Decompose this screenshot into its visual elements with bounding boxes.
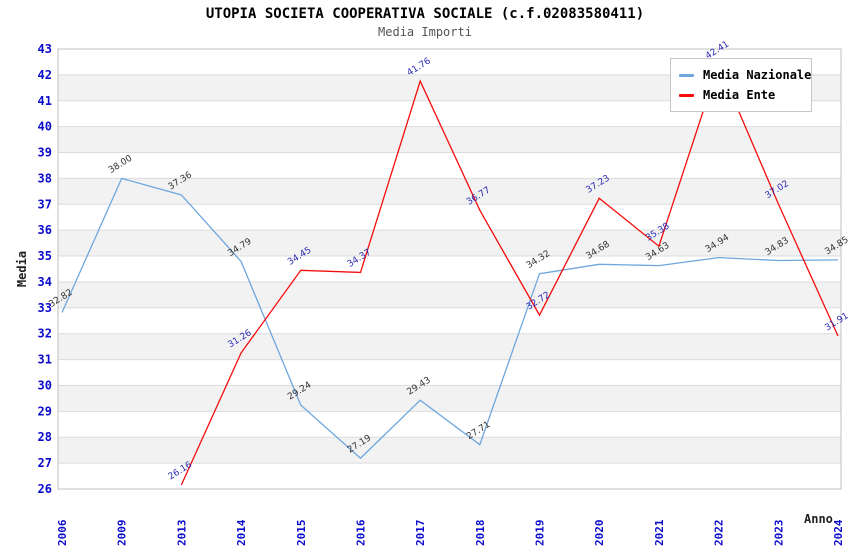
grid-band — [58, 333, 841, 360]
y-tick-label: 31 — [38, 353, 52, 367]
grid-band — [58, 281, 841, 308]
data-label-media-ente: 31.91 — [823, 311, 850, 333]
y-tick-label: 43 — [38, 42, 52, 56]
chart-title: UTOPIA SOCIETA COOPERATIVA SOCIALE (c.f.… — [205, 6, 645, 22]
grid-band — [58, 437, 841, 464]
y-tick-label: 39 — [38, 146, 52, 160]
y-tick-label: 32 — [38, 327, 52, 341]
x-tick-label: 2024 — [832, 519, 845, 546]
x-tick-label: 2017 — [414, 520, 427, 547]
y-tick-label: 29 — [38, 404, 52, 418]
y-tick-label: 28 — [38, 430, 52, 444]
y-tick-label: 26 — [38, 482, 52, 496]
legend-item-media-ente: Media Ente — [679, 85, 803, 105]
y-tick-label: 42 — [38, 68, 52, 82]
x-tick-label: 2023 — [772, 520, 785, 547]
legend-label: Media Nazionale — [703, 68, 812, 82]
x-tick-label: 2013 — [175, 520, 188, 547]
x-tick-label: 2006 — [56, 519, 69, 546]
x-tick-label: 2020 — [593, 520, 606, 547]
x-tick-label: 2016 — [354, 519, 367, 546]
x-tick-label: 2022 — [713, 520, 726, 547]
y-tick-label: 38 — [38, 171, 52, 185]
grid-band — [58, 178, 841, 205]
x-axis-title: Anno — [804, 512, 833, 526]
y-tick-label: 34 — [38, 275, 52, 289]
y-tick-label: 36 — [38, 223, 52, 237]
plot-border — [57, 48, 842, 490]
chart-subtitle: Media Importi — [378, 25, 472, 39]
x-tick-label: 2019 — [534, 520, 547, 547]
grid-band — [58, 385, 841, 412]
x-tick-label: 2015 — [295, 520, 308, 547]
grid-band — [58, 230, 841, 257]
y-tick-label: 40 — [38, 120, 52, 134]
x-tick-label: 2009 — [116, 520, 129, 547]
x-tick-label: 2021 — [653, 519, 666, 546]
legend-label: Media Ente — [703, 88, 776, 102]
legend-swatch-media-nazionale-icon — [679, 73, 694, 77]
y-tick-label: 35 — [38, 249, 52, 263]
legend-swatch-media-ente-icon — [679, 93, 694, 97]
x-tick-label: 2018 — [474, 520, 487, 547]
x-tick-label: 2014 — [235, 519, 248, 546]
y-tick-label: 41 — [38, 94, 52, 108]
y-tick-label: 30 — [38, 378, 52, 392]
y-tick-label: 27 — [38, 456, 52, 470]
grid-band — [58, 126, 841, 153]
legend-item-media-nazionale: Media Nazionale — [679, 65, 811, 85]
legend: Media Nazionale Media Ente — [670, 58, 812, 112]
y-tick-label: 37 — [38, 197, 52, 211]
y-tick-label: 33 — [38, 301, 52, 315]
series-line-media-nazionale — [61, 177, 839, 460]
data-label-media-nazionale: 38.00 — [107, 153, 134, 175]
y-axis-title: Media — [15, 250, 29, 288]
